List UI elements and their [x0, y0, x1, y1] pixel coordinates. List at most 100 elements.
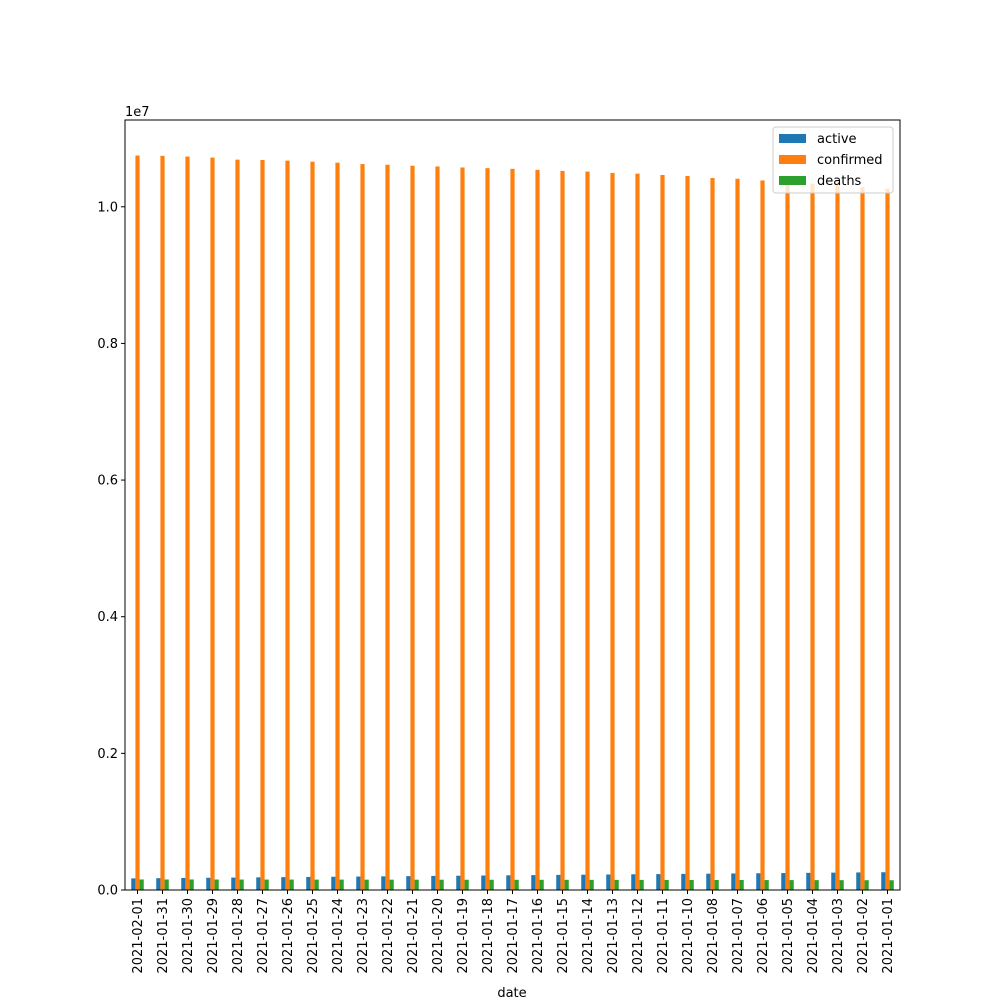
bar-active [581, 874, 586, 890]
bar-active [281, 877, 286, 890]
bar-deaths [589, 879, 594, 890]
x-tick-label: 2021-01-10 [681, 898, 696, 974]
bar-active [256, 877, 261, 890]
x-tick-label: 2021-01-19 [456, 898, 471, 974]
x-tick-label: 2021-01-24 [331, 898, 346, 974]
bar-active [806, 872, 811, 890]
legend-swatch-deaths [779, 176, 806, 185]
bar-confirmed [760, 180, 765, 891]
bar-deaths [239, 879, 244, 890]
x-tick-label: 2021-01-22 [381, 898, 396, 974]
bar-deaths [689, 879, 694, 890]
bar-deaths [639, 879, 644, 890]
x-tick-label: 2021-02-01 [131, 898, 146, 974]
bar-active [731, 873, 736, 890]
bar-deaths [614, 879, 619, 890]
bar-active [831, 872, 836, 890]
x-tick-label: 2021-01-21 [406, 898, 421, 974]
x-tick-label: 2021-01-06 [756, 898, 771, 974]
bar-deaths [189, 879, 194, 890]
bar-deaths [839, 880, 844, 890]
bars-group [131, 155, 894, 891]
x-tick-label: 2021-01-16 [531, 898, 546, 974]
bar-confirmed [685, 176, 690, 890]
bar-confirmed [635, 173, 640, 890]
bar-deaths [414, 879, 419, 890]
bar-confirmed [310, 161, 315, 890]
bar-confirmed [885, 188, 890, 890]
x-tick-label: 2021-01-07 [731, 898, 746, 974]
bar-deaths [664, 879, 669, 890]
bar-deaths [789, 880, 794, 890]
bar-active [356, 876, 361, 890]
x-tick-label: 2021-01-17 [506, 898, 521, 974]
bar-confirmed [335, 162, 340, 890]
bar-deaths [739, 880, 744, 890]
bar-deaths [439, 879, 444, 890]
bar-confirmed [160, 155, 165, 890]
bar-confirmed [235, 159, 240, 890]
bar-deaths [164, 879, 169, 890]
x-tick-label: 2021-01-04 [806, 898, 821, 974]
bar-active [681, 873, 686, 890]
bar-deaths [564, 879, 569, 890]
legend: active confirmed deaths [772, 126, 894, 194]
y-tick-label: 0.2 [97, 747, 118, 762]
bar-active [331, 876, 336, 890]
x-tick-label: 2021-01-26 [281, 898, 296, 974]
legend-swatch-confirmed [779, 155, 806, 164]
bar-active [206, 877, 211, 890]
bar-confirmed [385, 164, 390, 890]
x-tick-label: 2021-01-28 [231, 898, 246, 974]
legend-label-confirmed: confirmed [817, 153, 883, 168]
bar-confirmed [260, 159, 265, 891]
x-tick-group: 2021-02-01 2021-01-31 2021-01-30 2021-01-29… [131, 890, 896, 974]
bar-deaths [389, 879, 394, 890]
y-tick-label: 0.4 [97, 610, 118, 625]
bar-confirmed [285, 160, 290, 890]
x-tick-label: 2021-01-18 [481, 898, 496, 974]
bar-active [381, 876, 386, 890]
bar-active [431, 875, 436, 890]
plot-frame [124, 119, 901, 891]
y-tick-group: 0.0 0.2 0.4 0.6 0.8 1.0 [97, 200, 125, 899]
x-tick-label: 2021-01-14 [581, 898, 596, 974]
x-tick-label: 2021-01-15 [556, 898, 571, 974]
bar-active [756, 873, 761, 890]
bar-confirmed [210, 157, 215, 890]
bar-deaths [489, 879, 494, 890]
x-tick-label: 2021-01-23 [356, 898, 371, 974]
bar-active [131, 878, 136, 890]
bar-deaths [764, 880, 769, 890]
y-tick-label: 0.8 [97, 337, 118, 352]
bar-deaths [539, 879, 544, 890]
x-tick-label: 2021-01-30 [181, 898, 196, 974]
y-tick-label: 1.0 [97, 200, 118, 215]
bar-active [231, 877, 236, 890]
bar-deaths [214, 879, 219, 890]
legend-label-active: active [817, 132, 857, 147]
bar-confirmed [585, 171, 590, 890]
x-tick-label: 2021-01-02 [856, 898, 871, 974]
bar-active [556, 874, 561, 890]
bar-active [631, 874, 636, 890]
x-tick-label: 2021-01-29 [206, 898, 221, 974]
x-tick-label: 2021-01-12 [631, 898, 646, 974]
legend-swatch-active [779, 134, 806, 143]
bar-confirmed [410, 165, 415, 890]
bar-active [481, 875, 486, 890]
x-axis-label: date [497, 986, 526, 1000]
bar-active [606, 874, 611, 890]
bar-confirmed [835, 185, 840, 890]
x-tick-label: 2021-01-20 [431, 898, 446, 974]
bar-deaths [514, 879, 519, 890]
bar-confirmed [435, 166, 440, 890]
bar-confirmed [560, 170, 565, 890]
x-tick-label: 2021-01-01 [881, 898, 896, 974]
y-tick-label: 0.6 [97, 474, 118, 489]
bar-confirmed [785, 182, 790, 891]
bar-deaths [364, 879, 369, 890]
x-tick-label: 2021-01-27 [256, 898, 271, 974]
bar-active [181, 877, 186, 890]
x-tick-label: 2021-01-05 [781, 898, 796, 974]
